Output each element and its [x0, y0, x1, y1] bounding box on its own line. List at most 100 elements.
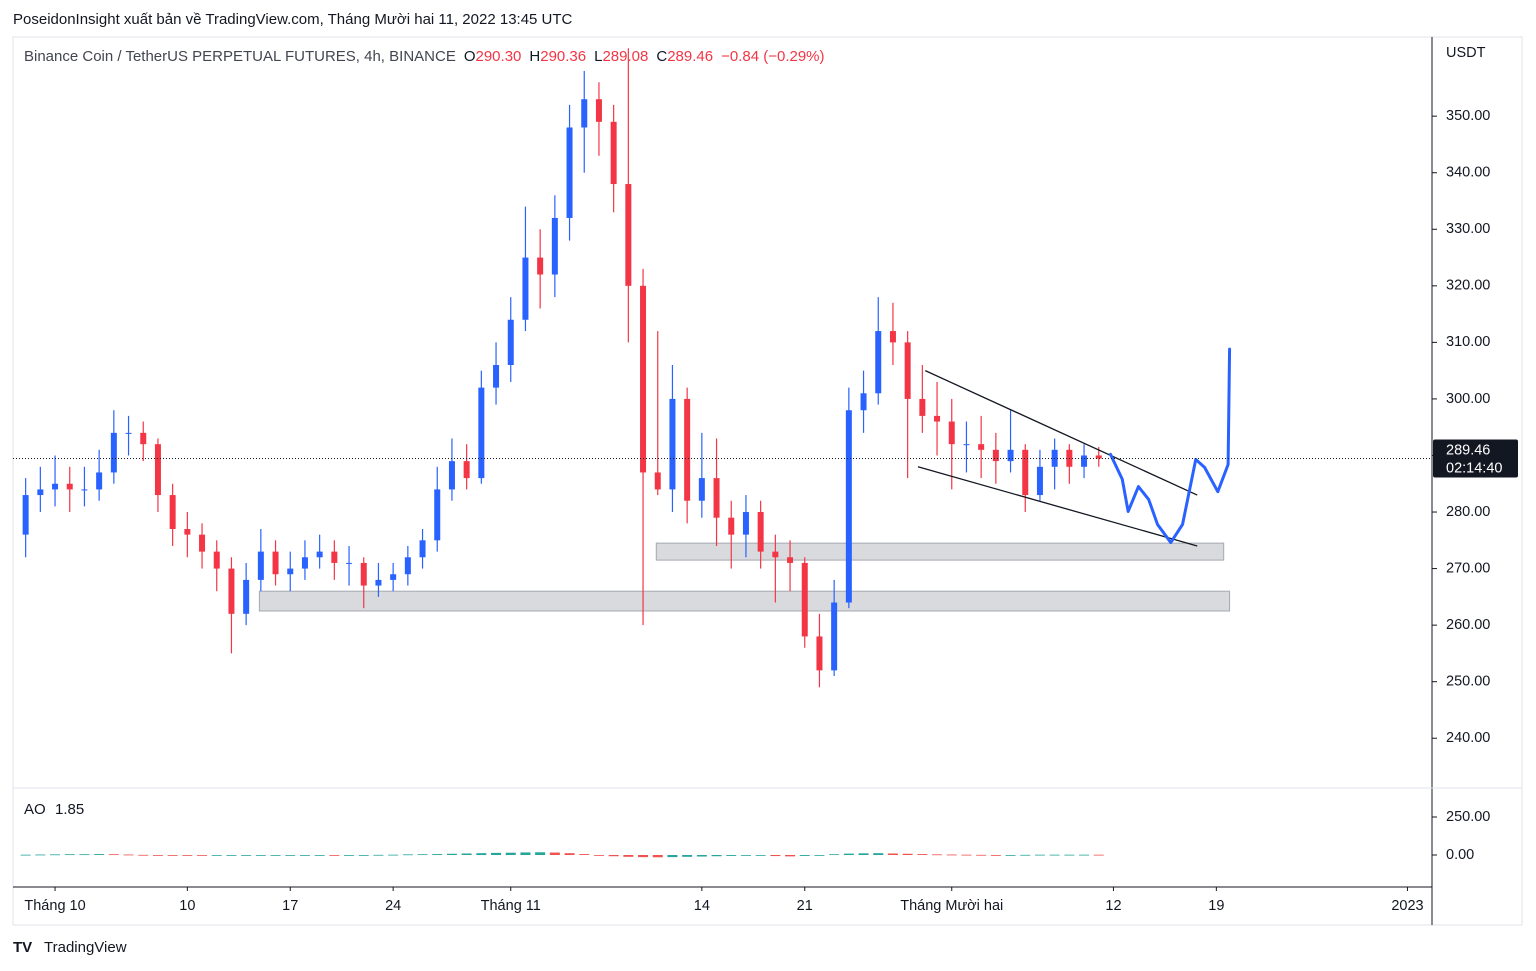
ao-bar	[887, 853, 898, 856]
x-tick-label: 24	[385, 898, 401, 914]
ao-bar	[917, 854, 928, 856]
candle-body	[110, 432, 117, 473]
candle-body	[140, 432, 147, 445]
x-tick-label: 17	[282, 898, 298, 914]
countdown: 02:14:40	[1446, 460, 1502, 476]
currency: USDT	[1446, 45, 1486, 61]
plot	[22, 48, 1232, 688]
candle-body	[934, 415, 941, 422]
ao-value: 1.85	[55, 801, 84, 818]
ao-bar	[79, 854, 90, 856]
ao-bar	[520, 852, 531, 856]
h-label: H	[529, 48, 540, 65]
ao-bar	[961, 854, 972, 856]
ao-bar	[1064, 854, 1075, 856]
ao-bar	[241, 855, 252, 856]
ao-bar	[593, 855, 604, 856]
ao-bar	[873, 853, 884, 856]
zone	[258, 590, 1231, 612]
candle-body	[1036, 466, 1043, 496]
candle-body	[860, 393, 867, 411]
ao-bar	[1049, 854, 1060, 856]
brand-logo: TV	[13, 939, 32, 956]
ao-bar	[976, 854, 987, 856]
ao-bar	[108, 854, 119, 856]
candle-body	[228, 568, 235, 614]
candle-body	[213, 551, 220, 569]
h-value: 290.36	[540, 48, 586, 65]
y-tick-label: 260.00	[1446, 617, 1490, 633]
ao-bar	[535, 852, 546, 856]
ao-bar	[623, 855, 634, 857]
ao-bar	[858, 853, 869, 856]
ao-bar	[608, 855, 619, 857]
candle-body	[1095, 455, 1102, 459]
candle-body	[757, 512, 764, 552]
candle-body	[713, 478, 720, 518]
x-tick-label: Tháng 10	[24, 898, 85, 914]
candle-body	[316, 551, 323, 558]
ao-bar	[667, 855, 678, 858]
candle-body	[537, 257, 544, 275]
y-tick-label: 300.00	[1446, 391, 1490, 407]
ao-bar	[432, 854, 443, 856]
x-tick-label: Tháng Mười hai	[900, 898, 1003, 914]
ao-bar	[446, 853, 457, 856]
ao-bar	[197, 855, 208, 856]
candle-body	[493, 364, 500, 388]
ao-bar	[388, 854, 399, 856]
ao-bar	[373, 854, 384, 856]
ao-bar	[638, 855, 649, 858]
candle-body	[52, 483, 59, 490]
candle-body	[434, 489, 441, 541]
y-tick-label: 250.00	[1446, 674, 1490, 690]
candle-body	[243, 579, 250, 614]
l-value: 289.08	[602, 48, 648, 65]
candle-body	[360, 562, 367, 586]
ao-bar	[785, 855, 796, 857]
y-tick-label: 340.00	[1446, 165, 1490, 181]
candle-body	[963, 444, 970, 446]
candle-body	[169, 495, 176, 529]
candle-body	[595, 99, 602, 122]
c-label: C	[656, 48, 667, 65]
ao-bar	[549, 852, 560, 856]
x-tick-label: 21	[797, 898, 813, 914]
ao-bar	[417, 854, 428, 856]
ao-bar	[1020, 854, 1031, 856]
candle-body	[581, 99, 588, 128]
candle-body	[640, 285, 647, 473]
candle-body	[831, 602, 838, 671]
candle-body	[816, 636, 823, 671]
x-tick-label: 12	[1105, 898, 1121, 914]
trendline	[925, 370, 1198, 496]
y-tick-label: 0.00	[1446, 847, 1474, 863]
candle-body	[81, 489, 88, 491]
x-tick-label: 14	[694, 898, 710, 914]
ao-bar	[285, 855, 296, 856]
c-value: 289.46	[667, 48, 713, 65]
candle-body	[448, 461, 455, 490]
candle-body	[654, 472, 661, 490]
ao-bar	[579, 854, 590, 856]
candle-body	[419, 540, 426, 558]
projection	[1109, 347, 1232, 545]
candle-body	[478, 387, 485, 479]
ao-bar	[476, 853, 487, 856]
ao-bar	[314, 855, 325, 856]
ao-bar	[123, 854, 134, 856]
ao-bar	[226, 855, 237, 856]
y-tick-label: 270.00	[1446, 560, 1490, 576]
ao-bar	[211, 855, 222, 856]
ao-bar	[402, 854, 413, 856]
o-label: O	[464, 48, 476, 65]
x-tick-label: Tháng 11	[481, 898, 541, 914]
candle-body	[390, 574, 397, 580]
ao-bar	[255, 855, 266, 856]
ao-bar	[299, 855, 310, 856]
candle-body	[37, 489, 44, 496]
y-tick-label: 320.00	[1446, 278, 1490, 294]
ao-bar	[1079, 854, 1090, 856]
ao-bar	[652, 855, 663, 858]
